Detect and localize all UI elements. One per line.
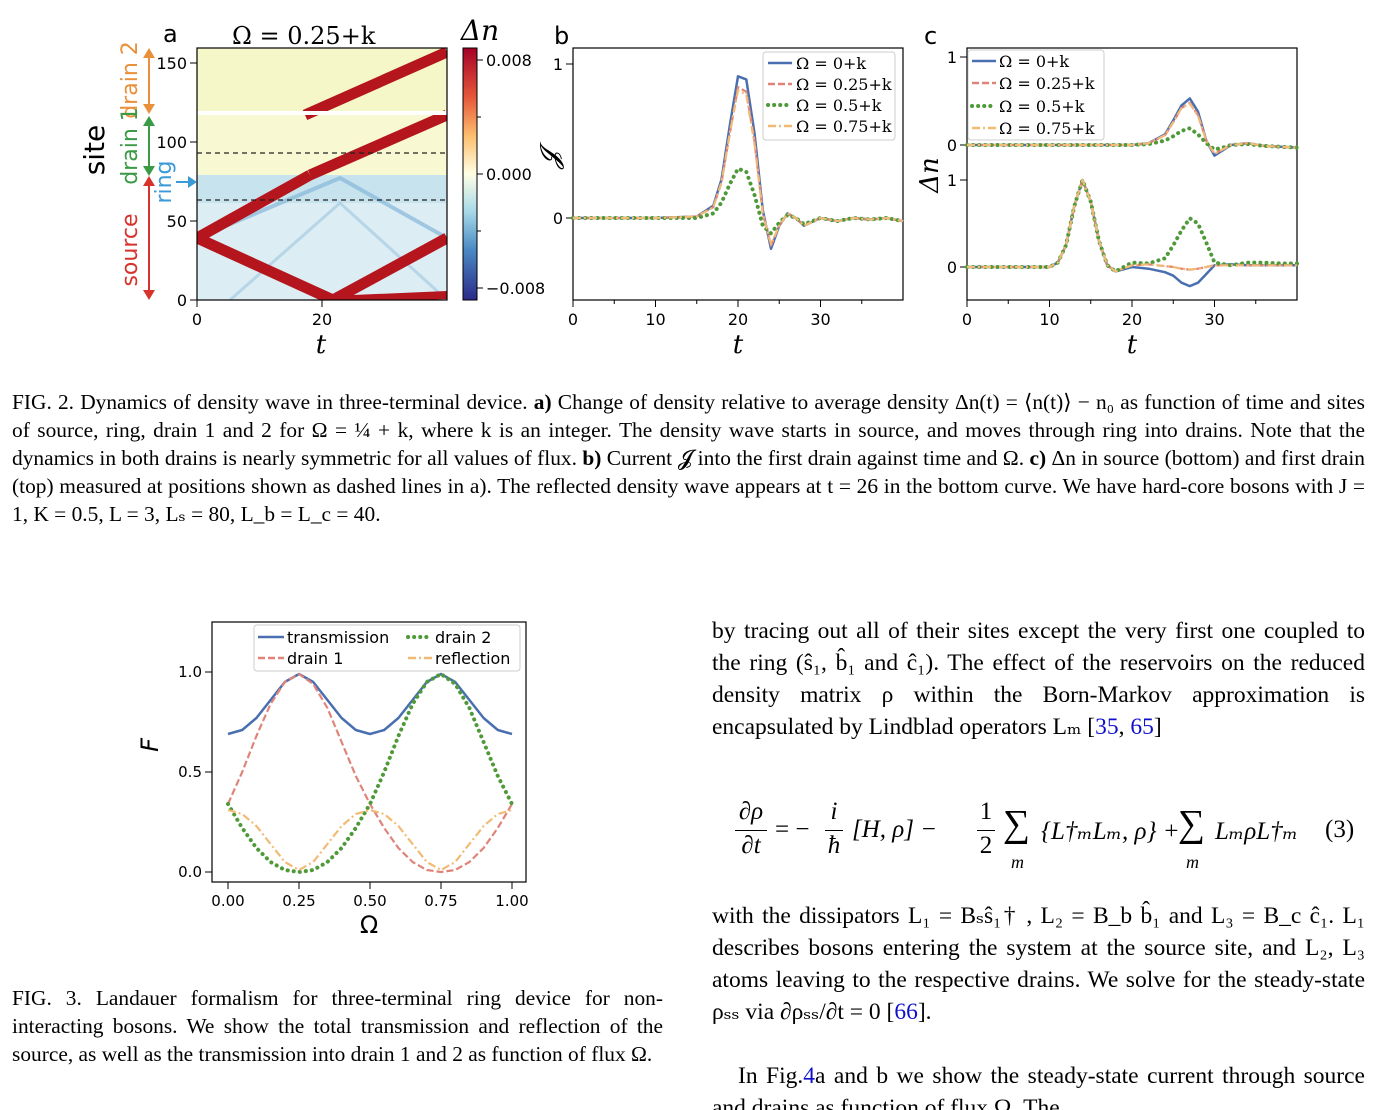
- svg-text:source: source: [118, 213, 143, 286]
- panel-c-bottom-series-2: [965, 178, 1299, 274]
- x-tick-label: 20: [1122, 310, 1142, 329]
- heatmap: [197, 48, 447, 300]
- x-tick-label: 30: [810, 310, 830, 329]
- panel-c-xlabel: t: [1127, 330, 1138, 360]
- equation-3: ∂ρ ∂t = − i ħ [H, ρ] − 1 2 ∑ m {L†ₘLₘ, ρ…: [735, 796, 1365, 876]
- colorbar: 0.008 0.000 −0.008 Δn: [460, 14, 545, 301]
- svg-text:Δn: Δn: [460, 14, 499, 47]
- panel-c-letter: c: [924, 22, 937, 50]
- y-tick-label: 0.0: [178, 863, 202, 881]
- panel-c-top-series-3: [967, 102, 1298, 155]
- fig3-legend: transmission drain 1 drain 2 reflection: [253, 624, 521, 672]
- panel-c-legend: Ω = 0+k Ω = 0.25+k Ω = 0.5+k Ω = 0.75+k: [967, 49, 1105, 141]
- panel-b-letter: b: [554, 22, 569, 50]
- body-paragraph-1: by tracing out all of their sites except…: [712, 618, 1365, 740]
- x-tick-label: 0.25: [282, 892, 315, 910]
- x-tick-label: 0.50: [353, 892, 386, 910]
- svg-text:0.008: 0.008: [486, 51, 532, 70]
- region-ring: ring: [152, 160, 197, 204]
- fig3-series-0: [227, 672, 513, 736]
- x-tick-label: 0.00: [211, 892, 244, 910]
- svg-text:Ω = 0.75+k: Ω = 0.75+k: [796, 117, 892, 136]
- citation-66[interactable]: 66: [894, 999, 918, 1025]
- y-tick-label: 0: [553, 209, 563, 228]
- panel-a-xlabel: t: [316, 330, 327, 360]
- x-tick-label: 10: [645, 310, 665, 329]
- figure-ref-4[interactable]: 4: [803, 1063, 816, 1089]
- svg-text:drain 1: drain 1: [287, 649, 343, 668]
- svg-text:20: 20: [312, 310, 332, 329]
- region-drain2: drain 2: [118, 41, 155, 119]
- y-tick-label: 1: [553, 55, 563, 74]
- fig2-panel-a: a Ω = 0.25+k 0 50 100 150: [78, 14, 545, 360]
- svg-text:50: 50: [167, 212, 187, 231]
- panel-a-xticks: 0 20: [192, 300, 332, 329]
- fig3-xlabel: Ω: [360, 911, 378, 939]
- svg-text:ring: ring: [152, 160, 177, 203]
- fig3-series-2: [226, 672, 514, 874]
- y-tick-label: 1: [947, 171, 957, 190]
- panel-a-yticks: 0 50 100 150: [156, 54, 197, 310]
- x-tick-label: 30: [1204, 310, 1224, 329]
- y-tick-label: 1: [947, 48, 957, 67]
- svg-text:−0.008: −0.008: [486, 279, 545, 298]
- x-tick-label: 1.00: [495, 892, 528, 910]
- panel-b-ylabel: 𝓙: [540, 141, 565, 170]
- fig2-panel-b: b 0 10 20 30 0 1 𝓙 t Ω = 0+k Ω = 0.25+k Ω = 0…: [540, 22, 905, 360]
- svg-text:Ω = 0.5+k: Ω = 0.5+k: [796, 96, 882, 115]
- y-tick-label: 0.5: [178, 763, 202, 781]
- panel-c-bottom-series-0: [967, 178, 1297, 288]
- panel-b-series-2: [571, 166, 905, 236]
- y-tick-label: 0: [947, 258, 957, 277]
- svg-text:100: 100: [156, 133, 187, 152]
- x-tick-label: 20: [728, 310, 748, 329]
- svg-text:transmission: transmission: [287, 628, 389, 647]
- fig2-caption: FIG. 2. Dynamics of density wave in thre…: [12, 390, 1365, 526]
- panel-c-ylabel: Δn: [915, 157, 945, 194]
- citation-35[interactable]: 35: [1095, 714, 1119, 740]
- svg-text:Ω = 0.5+k: Ω = 0.5+k: [999, 97, 1085, 116]
- svg-text:Ω = 0+k: Ω = 0+k: [796, 54, 866, 73]
- panel-a-ylabel: site: [78, 125, 111, 176]
- citation-65[interactable]: 65: [1130, 714, 1154, 740]
- x-tick-label: 0.75: [424, 892, 457, 910]
- svg-text:drain 2: drain 2: [435, 628, 491, 647]
- x-tick-label: 0: [962, 310, 972, 329]
- y-tick-label: 1.0: [178, 663, 202, 681]
- fig3-caption: FIG. 3. Landauer formalism for three-ter…: [12, 986, 663, 1066]
- region-drain1: drain 1: [118, 107, 155, 185]
- svg-text:Ω = 0+k: Ω = 0+k: [999, 52, 1069, 71]
- svg-text:Ω = 0.25+k: Ω = 0.25+k: [999, 74, 1095, 93]
- body-paragraph-2: with the dissipators L₁ = Bₛŝ₁† , L₂ = B…: [712, 903, 1365, 1025]
- fig3-chart: 0.00 0.25 0.50 0.75 1.00 0.0 0.5 1.0 F Ω transm…: [136, 621, 529, 939]
- body-paragraph-3: In Fig.4a and b we show the steady-state…: [712, 1063, 1365, 1110]
- panel-a-letter: a: [163, 20, 178, 48]
- panel-b-legend: Ω = 0+k Ω = 0.25+k Ω = 0.5+k Ω = 0.75+k: [762, 51, 896, 141]
- fig3-ylabel: F: [136, 737, 164, 752]
- x-tick-label: 10: [1039, 310, 1059, 329]
- y-tick-label: 0: [947, 136, 957, 155]
- svg-text:0.000: 0.000: [486, 165, 532, 184]
- panel-b-xlabel: t: [733, 330, 744, 360]
- svg-text:150: 150: [156, 54, 187, 73]
- svg-text:Ω = 0.25+k: Ω = 0.25+k: [796, 75, 892, 94]
- x-tick-label: 0: [568, 310, 578, 329]
- panel-b-series-3: [573, 89, 904, 246]
- panel-a-title: Ω = 0.25+k: [232, 22, 376, 50]
- panel-c-bottom-series-3: [967, 178, 1297, 273]
- svg-text:reflection: reflection: [435, 649, 510, 668]
- svg-text:0: 0: [177, 291, 187, 310]
- svg-text:Ω = 0.75+k: Ω = 0.75+k: [999, 119, 1095, 138]
- svg-text:0: 0: [192, 310, 202, 329]
- panel-c-bottom-series-1: [967, 178, 1297, 273]
- region-source: source: [118, 176, 155, 300]
- svg-text:drain 1: drain 1: [118, 107, 143, 185]
- svg-text:drain 2: drain 2: [118, 41, 143, 119]
